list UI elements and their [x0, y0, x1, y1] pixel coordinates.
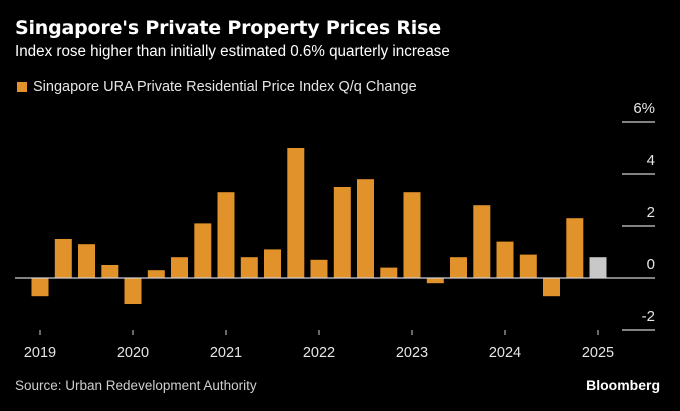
- bloomberg-logo: Bloomberg: [586, 377, 660, 393]
- bar-2019Q4: [101, 265, 119, 278]
- bar-2023Q2: [426, 278, 444, 284]
- x-tick-label: 2025: [582, 345, 614, 361]
- x-tick-label: 2022: [303, 345, 335, 361]
- source-note: Source: Urban Redevelopment Authority: [15, 378, 257, 393]
- bar-2022Q4: [380, 267, 398, 278]
- x-tick-label: 2021: [210, 345, 242, 361]
- legend: Singapore URA Private Residential Price …: [17, 79, 417, 95]
- x-tick-label: 2024: [489, 345, 521, 361]
- bar-2023Q4: [473, 205, 491, 278]
- bar-2024Q3: [543, 278, 560, 297]
- bar-2022Q1: [310, 259, 328, 278]
- y-tick-label: 4: [647, 152, 655, 169]
- x-tick-label: 2020: [117, 345, 149, 361]
- y-tick-label: -2: [642, 308, 655, 325]
- bar-2020Q4: [194, 223, 212, 278]
- x-tick-label: 2019: [24, 345, 56, 361]
- bar-2019Q1: [31, 278, 49, 297]
- bar-2024Q4: [566, 218, 584, 278]
- bar-2022Q3: [357, 179, 374, 278]
- bar-2021Q1: [217, 192, 235, 278]
- bar-2022Q2: [333, 187, 351, 278]
- y-tick-label: 2: [647, 204, 655, 221]
- bar-2025Q1: [589, 257, 607, 278]
- chart-title: Singapore's Private Property Prices Rise: [15, 17, 441, 39]
- bars: [31, 148, 607, 304]
- chart-subtitle: Index rose higher than initially estimat…: [15, 43, 450, 60]
- bar-2023Q1: [403, 192, 421, 278]
- y-tick-label: 0: [647, 256, 655, 273]
- bar-2021Q2: [240, 257, 258, 278]
- x-axis: 2019 2020 2021 2022 2023 2024 2025: [24, 330, 614, 361]
- bar-2024Q2: [519, 254, 537, 278]
- bar-2020Q2: [147, 270, 165, 278]
- x-tick-label: 2023: [396, 345, 428, 361]
- bar-2019Q2: [54, 239, 72, 278]
- y-tick-label: 6%: [633, 100, 655, 117]
- y-axis: 6% 4 2 0 -2: [622, 100, 655, 331]
- bar-2021Q4: [287, 148, 305, 278]
- bar-2023Q3: [450, 257, 467, 278]
- bar-2020Q1: [124, 278, 142, 304]
- bar-2019Q3: [78, 244, 95, 278]
- bar-2021Q3: [264, 249, 281, 278]
- bar-2024Q1: [496, 241, 514, 278]
- legend-swatch: [17, 82, 27, 92]
- legend-label: Singapore URA Private Residential Price …: [33, 79, 417, 95]
- bar-2020Q3: [171, 257, 188, 278]
